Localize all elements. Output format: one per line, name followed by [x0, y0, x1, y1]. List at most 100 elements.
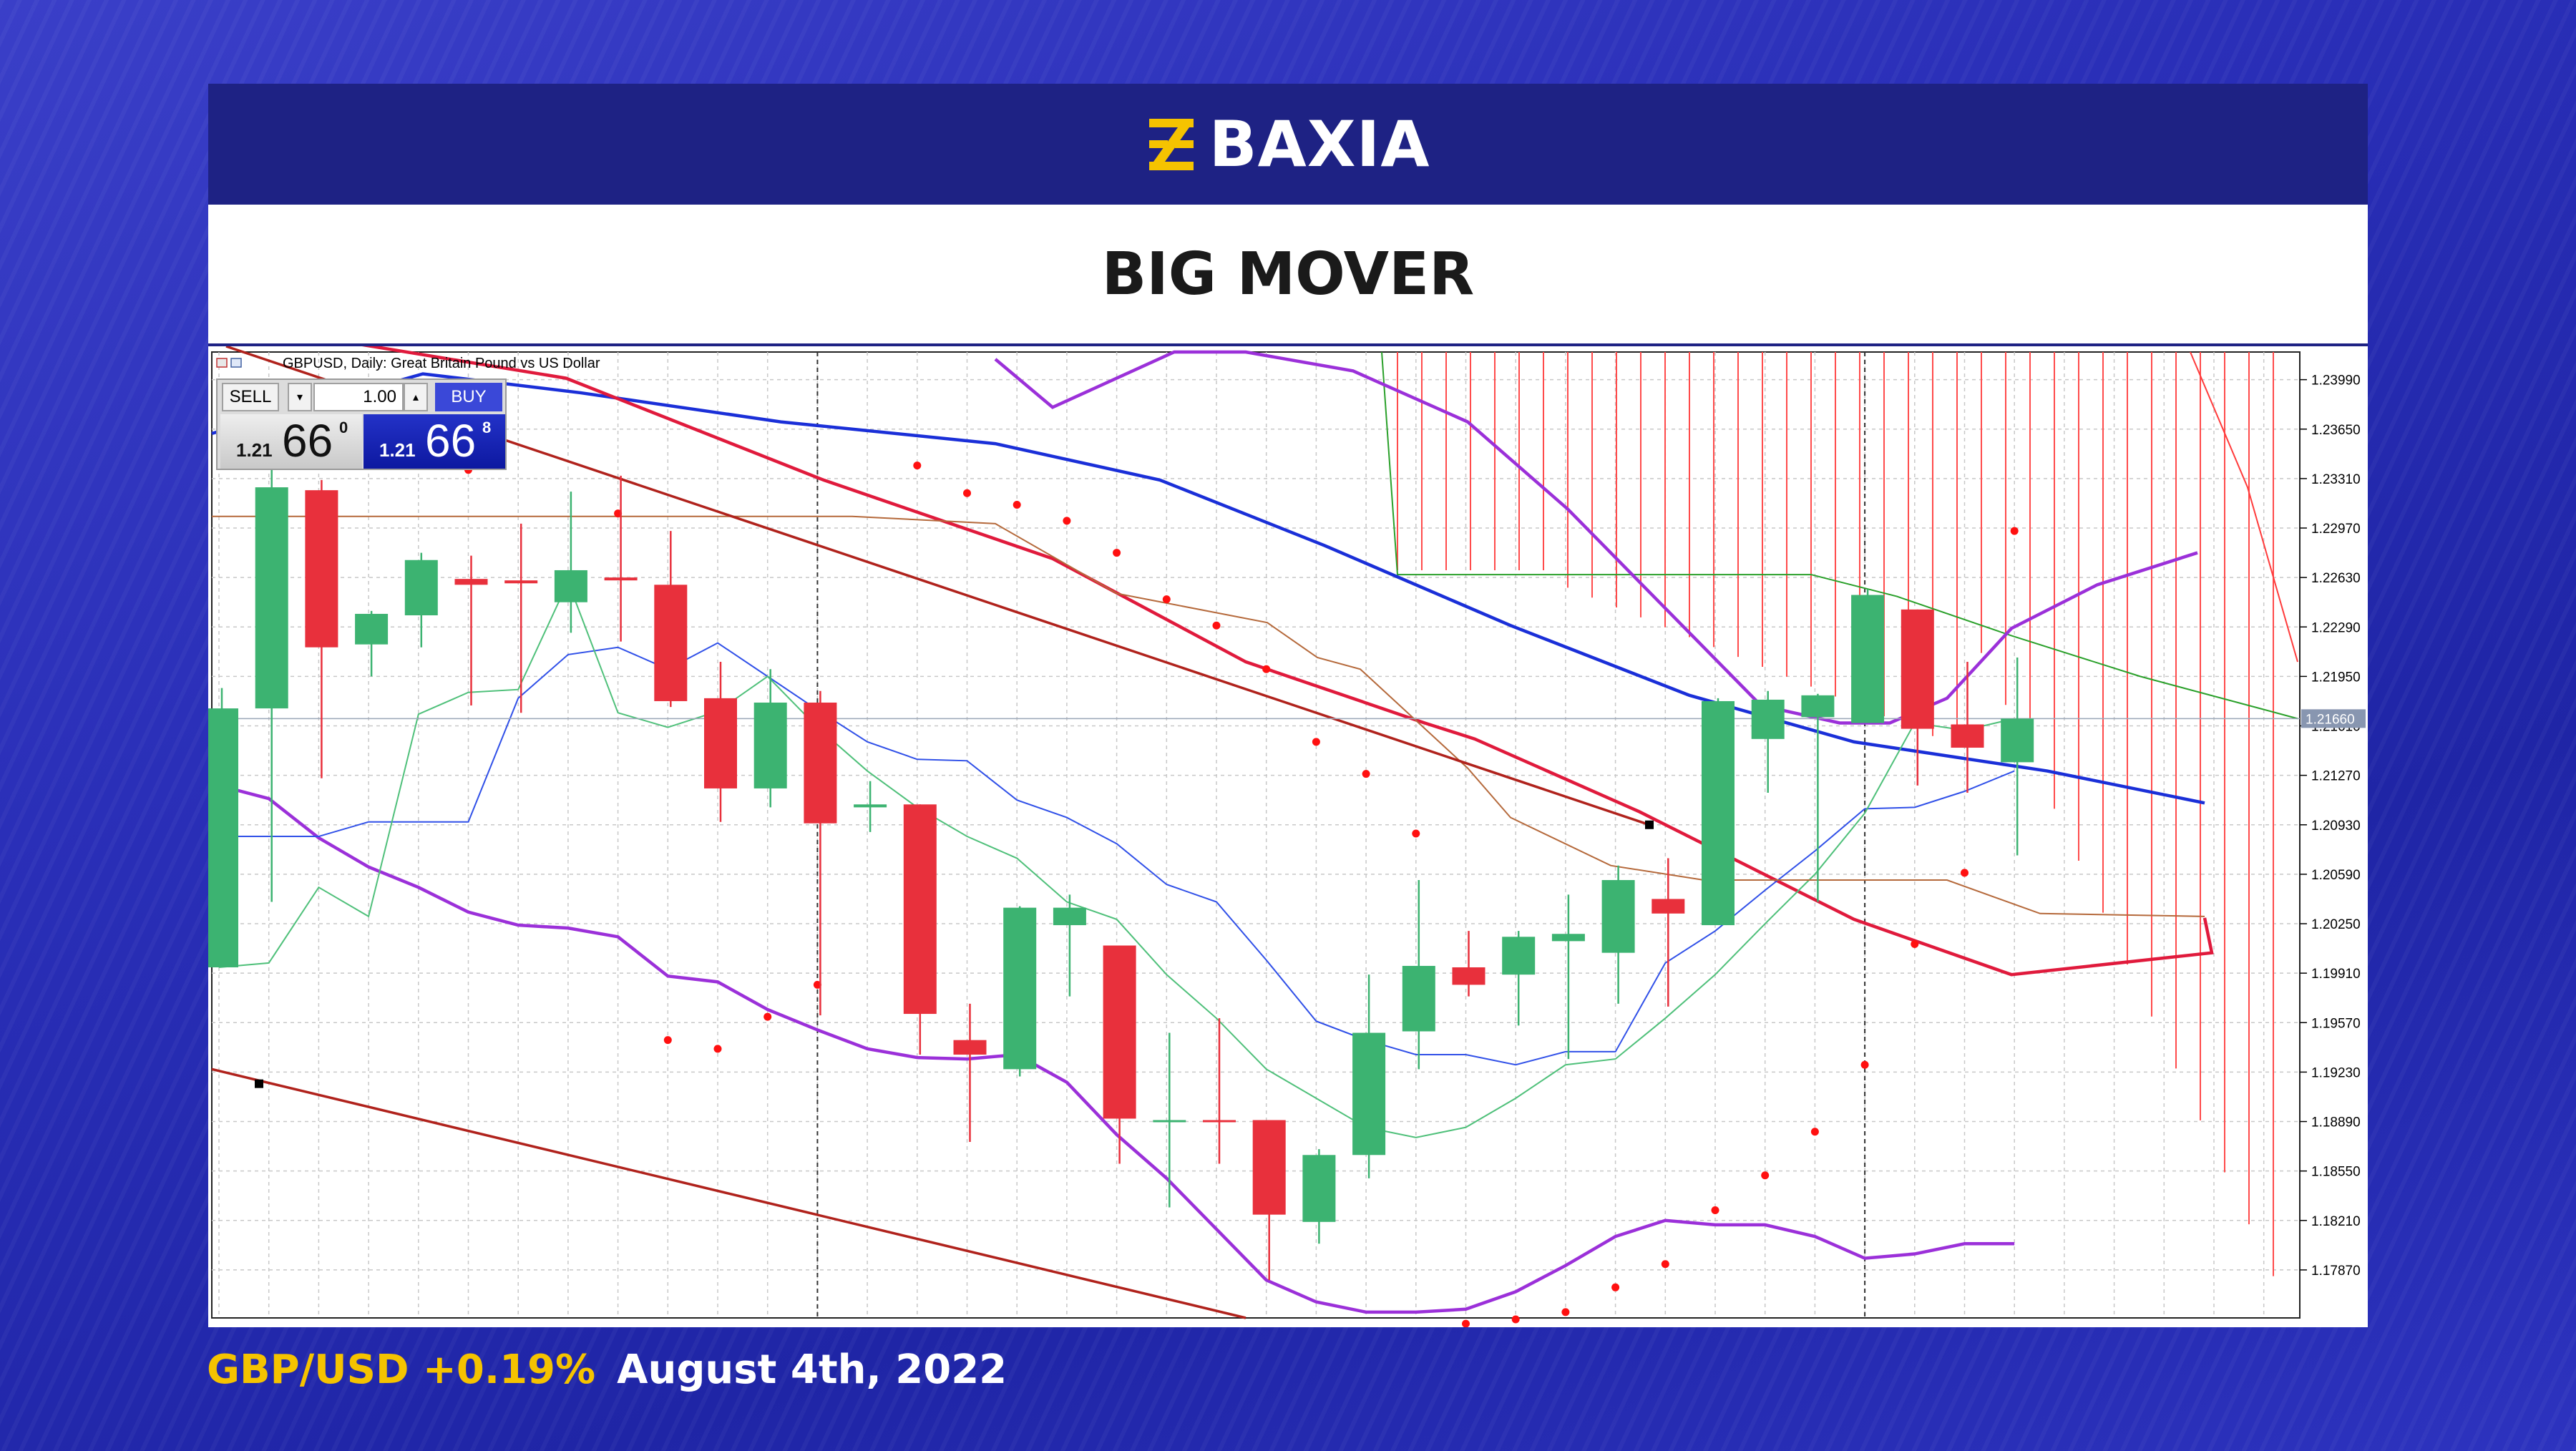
y-tick-label: 1.23990 [2311, 373, 2361, 389]
bid-price-pips: 66 [282, 415, 333, 466]
candle-up [1851, 595, 1885, 723]
candles [208, 429, 2034, 1281]
bollinger-upper [994, 350, 2198, 725]
sell-button[interactable]: SELL [222, 383, 279, 411]
sar-dot [1860, 1060, 1869, 1069]
sar-dot [1810, 1128, 1819, 1136]
candle-down [1901, 609, 1934, 729]
indicator-overlays [211, 346, 2300, 1327]
sar-dot [1462, 1319, 1470, 1327]
sar-dot [1212, 621, 1221, 630]
sar-dot [1113, 549, 1121, 557]
y-tick-label: 1.17870 [2311, 1264, 2361, 1279]
sar-dot [713, 1045, 722, 1053]
brand-name: BAXIA [1209, 107, 1430, 181]
sar-dot [2010, 527, 2019, 535]
sar-dot [1911, 939, 1919, 948]
candle-up [404, 560, 438, 615]
candle-down [953, 1040, 987, 1055]
candle-down [704, 698, 737, 788]
price-axis: 1.23990 1.23650 1.23310 1.22970 1.22630 1.222… [2300, 373, 2366, 1279]
candle-up [208, 708, 238, 968]
candle-up [1551, 934, 1585, 942]
candle-down [1103, 945, 1136, 1119]
moving-average-blue [211, 372, 2205, 805]
candle-up [1302, 1155, 1336, 1222]
y-tick-label: 1.19230 [2311, 1065, 2361, 1080]
y-tick-label: 1.18550 [2311, 1165, 2361, 1180]
candle-down [1452, 967, 1485, 985]
candle-up [554, 570, 587, 602]
candle-up [255, 487, 288, 709]
thin-blue-line [219, 642, 2015, 1066]
y-tick-label: 1.20250 [2311, 917, 2361, 932]
candle-up [854, 804, 887, 808]
candle-up [1751, 699, 1785, 739]
candle-down [1652, 899, 1685, 914]
sar-dot [1362, 770, 1370, 778]
senkou-span-a [1381, 351, 2298, 720]
candle-up [1601, 880, 1635, 953]
sar-dot [1561, 1308, 1570, 1316]
sar-dot [1761, 1171, 1770, 1180]
price-chart: 1.23990 1.23650 1.23310 1.22970 1.22630 1.222… [208, 346, 2366, 1327]
sar-dot [1013, 500, 1021, 509]
sar-dot [1611, 1283, 1620, 1291]
y-tick-label: 1.23650 [2311, 423, 2361, 438]
current-price-tag [2301, 709, 2366, 728]
ask-price[interactable]: 1.21 66 8 [364, 414, 505, 469]
candle-down [1203, 1120, 1236, 1123]
y-tick-label: 1.23310 [2311, 472, 2361, 487]
trendline-lower [211, 1068, 1246, 1319]
one-click-trading-panel: SELL ▾ 1.00 ▴ BUY 1.21 66 0 1.21 66 8 [216, 378, 507, 470]
y-tick-label: 1.20930 [2311, 819, 2361, 834]
trendline-anchor [1645, 820, 1654, 829]
chart-panel: 1.23990 1.23650 1.23310 1.22970 1.22630 1.222… [208, 343, 2368, 1327]
y-tick-label: 1.22290 [2311, 620, 2361, 635]
y-tick-label: 1.19910 [2311, 967, 2361, 982]
sar-dot [1162, 595, 1171, 604]
y-tick-label: 1.18890 [2311, 1115, 2361, 1130]
chart-grid-icon [216, 358, 228, 368]
pair-change: GBP/USD +0.19% [207, 1347, 596, 1393]
ask-price-prefix: 1.21 [379, 439, 416, 461]
sar-dot [913, 461, 922, 470]
sar-dot [1961, 869, 1968, 877]
title-band: BIG MOVER [208, 205, 2368, 343]
chart-header: GBPUSD, Daily: Great Britain Pound vs US… [216, 356, 600, 371]
trendline-anchor [255, 1079, 263, 1088]
content-card: BAXIA BIG MOVER 1.23990 1.23650 1.23310 1.2… [208, 84, 2368, 1327]
y-tick-label: 1.22630 [2311, 571, 2361, 586]
y-tick-label: 1.18210 [2311, 1214, 2361, 1229]
ask-price-pips: 66 [425, 415, 477, 466]
ask-price-fraction: 8 [482, 419, 492, 436]
bid-price[interactable]: 1.21 66 0 [220, 414, 362, 469]
sar-dot [963, 489, 971, 497]
candle-down [604, 577, 638, 581]
candle-down [804, 702, 837, 824]
chart-window-icon [230, 358, 242, 368]
candle-up [1003, 907, 1037, 1070]
senkou-span-b [2190, 351, 2298, 663]
candle-up [1702, 700, 1735, 926]
y-tick-label: 1.21270 [2311, 769, 2361, 784]
bid-price-prefix: 1.21 [236, 439, 273, 461]
sar-dot [663, 1036, 672, 1045]
chart-title: GBPUSD, Daily: Great Britain Pound vs US… [283, 356, 600, 371]
lot-decrease-icon[interactable]: ▾ [288, 383, 312, 411]
candle-down [305, 490, 338, 648]
candle-up [1053, 907, 1086, 926]
buy-button[interactable]: BUY [435, 383, 502, 411]
footer-caption: GBP/USD +0.19% August 4th, 2022 [207, 1347, 1007, 1393]
sar-dot [1312, 738, 1320, 746]
y-tick-label: 1.22970 [2311, 522, 2361, 537]
bollinger-lower [218, 783, 2015, 1314]
candle-up [1502, 937, 1536, 975]
lot-size-input[interactable]: 1.00 [313, 383, 404, 411]
y-tick-label: 1.21950 [2311, 670, 2361, 685]
candle-up [1801, 695, 1835, 718]
candle-up [2001, 718, 2034, 763]
lot-increase-icon[interactable]: ▴ [404, 383, 428, 411]
current-price-label: 1.21660 [2306, 712, 2355, 727]
candle-up [753, 702, 787, 788]
